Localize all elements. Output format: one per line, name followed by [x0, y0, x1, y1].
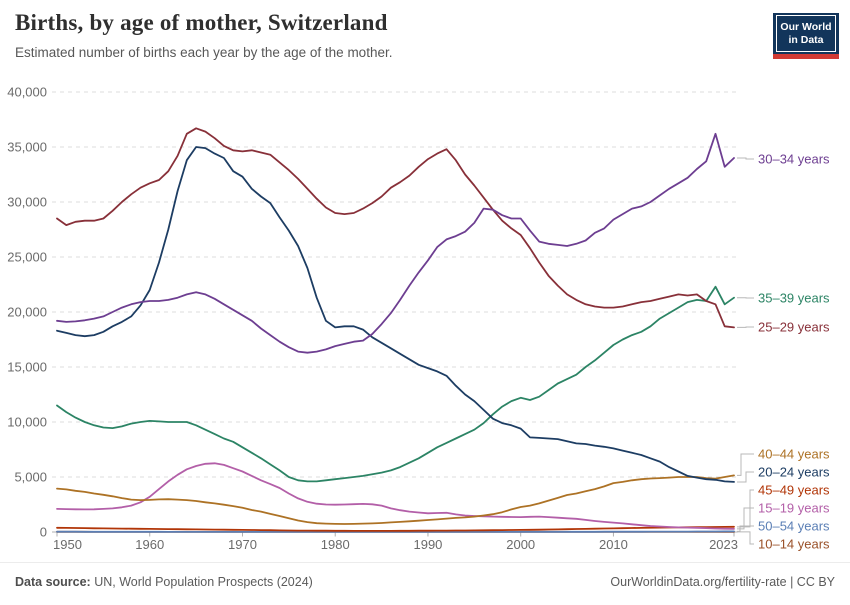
- series-line-25-29-[interactable]: [57, 128, 734, 327]
- series-end-label-40-44-[interactable]: 40–44 years: [758, 447, 830, 462]
- series-end-label-50-54-[interactable]: 50–54 years: [758, 519, 830, 534]
- data-source-note: Data source: UN, World Population Prospe…: [15, 575, 313, 589]
- series-end-label-10-14-[interactable]: 10–14 years: [758, 537, 830, 552]
- series-line-30-34-[interactable]: [57, 134, 734, 353]
- y-tick-label: 10,000: [7, 415, 47, 430]
- series-end-label-30-34-[interactable]: 30–34 years: [758, 152, 830, 167]
- series-end-label-45-49-[interactable]: 45–49 years: [758, 483, 830, 498]
- x-tick-label: 1990: [413, 537, 442, 552]
- series-label-connector: [737, 472, 754, 482]
- footer-link[interactable]: OurWorldinData.org/fertility-rate | CC B…: [610, 575, 835, 589]
- x-tick-label: 2010: [599, 537, 628, 552]
- owid-logo-red-bar: [773, 54, 839, 59]
- y-tick-label: 15,000: [7, 360, 47, 375]
- owid-logo-text: Our World in Data: [776, 15, 836, 52]
- x-tick-label: 1980: [321, 537, 350, 552]
- owid-logo[interactable]: Our World in Data: [773, 13, 839, 59]
- x-tick-label: 2000: [506, 537, 535, 552]
- series-end-label-35-39-[interactable]: 35–39 years: [758, 291, 830, 306]
- series-end-label-25-29-[interactable]: 25–29 years: [758, 320, 830, 335]
- series-end-label-15-19-[interactable]: 15–19 years: [758, 501, 830, 516]
- y-tick-label: 0: [40, 525, 47, 540]
- series-end-label-20-24-[interactable]: 20–24 years: [758, 465, 830, 480]
- chart-subtitle: Estimated number of births each year by …: [15, 45, 765, 60]
- chart-footer: Data source: UN, World Population Prospe…: [0, 562, 850, 600]
- data-source-text: UN, World Population Prospects (2024): [91, 575, 313, 589]
- y-tick-label: 35,000: [7, 140, 47, 155]
- series-line-20-24-[interactable]: [57, 147, 734, 482]
- y-tick-label: 5,000: [14, 470, 47, 485]
- chart-title: Births, by age of mother, Switzerland: [15, 10, 765, 36]
- chart-header: Births, by age of mother, Switzerland Es…: [15, 10, 765, 60]
- x-tick-label: 2023: [709, 537, 738, 552]
- owid-logo-line1: Our World: [780, 21, 831, 34]
- series-label-connector: [737, 158, 754, 159]
- series-label-connector: [737, 532, 754, 544]
- x-tick-label: 1960: [135, 537, 164, 552]
- series-line-45-49-[interactable]: [57, 527, 734, 531]
- series-line-15-19-[interactable]: [57, 463, 734, 529]
- series-line-40-44-[interactable]: [57, 475, 734, 524]
- data-source-label: Data source:: [15, 575, 91, 589]
- owid-logo-line2: in Data: [788, 34, 823, 47]
- y-tick-label: 40,000: [7, 85, 47, 100]
- y-tick-label: 20,000: [7, 305, 47, 320]
- x-tick-label: 1970: [228, 537, 257, 552]
- y-tick-label: 30,000: [7, 195, 47, 210]
- x-tick-label: 1950: [53, 537, 82, 552]
- owid-logo-body: Our World in Data: [773, 13, 839, 54]
- y-tick-label: 25,000: [7, 250, 47, 265]
